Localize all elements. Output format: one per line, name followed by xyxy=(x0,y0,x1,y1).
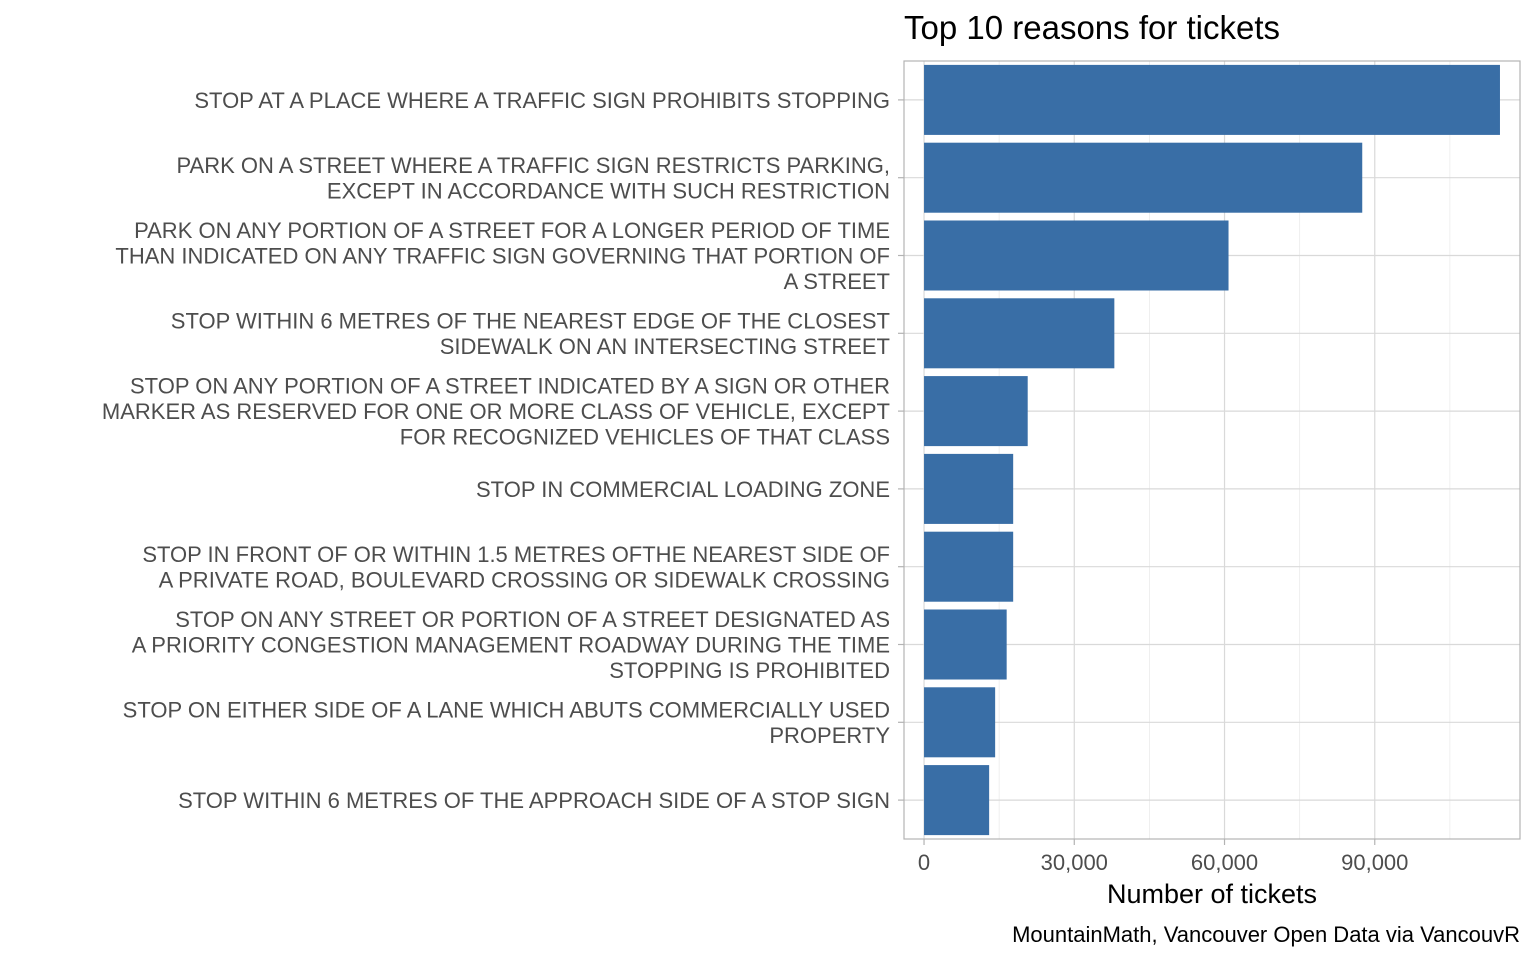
x-tick-label: 30,000 xyxy=(1041,850,1108,875)
y-tick-label: STOP ON EITHER SIDE OF A LANE WHICH ABUT… xyxy=(123,698,891,749)
y-tick-label: STOP ON ANY PORTION OF A STREET INDICATE… xyxy=(102,374,890,450)
panel-border xyxy=(903,60,1521,840)
bar xyxy=(924,298,1115,369)
bar xyxy=(924,687,996,758)
y-axis-labels: STOP AT A PLACE WHERE A TRAFFIC SIGN PRO… xyxy=(102,88,904,813)
plot-panel xyxy=(903,60,1521,840)
x-axis-title: Number of tickets xyxy=(1107,879,1317,909)
y-tick-label: PARK ON A STREET WHERE A TRAFFIC SIGN RE… xyxy=(177,153,891,204)
chart-caption: MountainMath, Vancouver Open Data via Va… xyxy=(1012,922,1520,947)
bar xyxy=(924,609,1007,680)
bar xyxy=(924,142,1363,213)
x-tick-label: 90,000 xyxy=(1341,850,1408,875)
bar xyxy=(924,376,1028,447)
x-tick-label: 60,000 xyxy=(1191,850,1258,875)
y-tick-label: STOP IN FRONT OF OR WITHIN 1.5 METRES OF… xyxy=(142,542,890,593)
y-tick-label: STOP ON ANY STREET OR PORTION OF A STREE… xyxy=(132,607,890,683)
chart-title: Top 10 reasons for tickets xyxy=(904,9,1280,46)
y-tick-label: STOP AT A PLACE WHERE A TRAFFIC SIGN PRO… xyxy=(194,88,890,113)
bar xyxy=(924,453,1014,524)
y-tick-label: STOP WITHIN 6 METRES OF THE NEAREST EDGE… xyxy=(171,309,890,360)
bar xyxy=(924,64,1500,135)
y-tick-label: STOP WITHIN 6 METRES OF THE APPROACH SID… xyxy=(178,788,890,813)
bar xyxy=(924,765,990,836)
y-tick-label: STOP IN COMMERCIAL LOADING ZONE xyxy=(476,477,890,502)
x-tick-label: 0 xyxy=(918,850,930,875)
x-axis-ticks: 0 30,000 60,000 90,000 xyxy=(918,839,1408,875)
y-tick-label: PARK ON ANY PORTION OF A STREET FOR A LO… xyxy=(115,218,890,294)
bar xyxy=(924,531,1014,602)
bar xyxy=(924,220,1229,291)
